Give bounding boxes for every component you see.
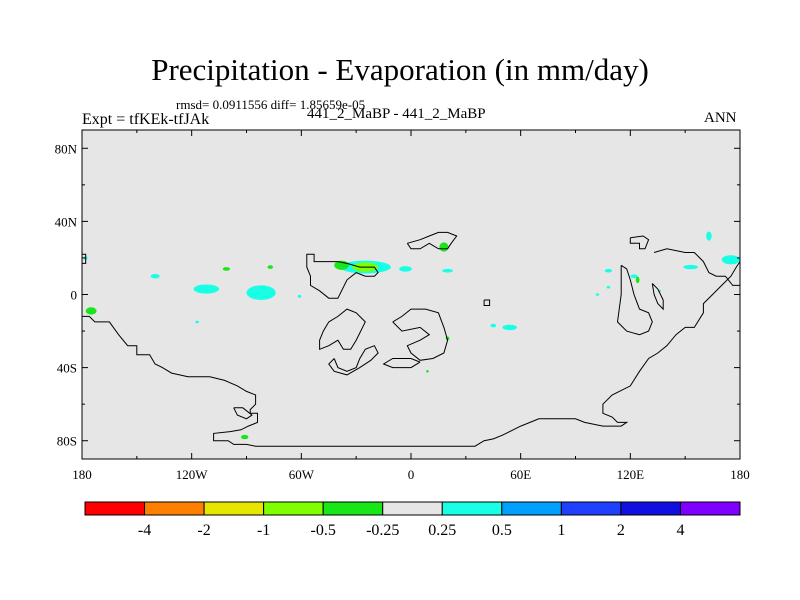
coastline [651, 283, 664, 311]
anomaly-patch [399, 266, 412, 272]
colorbar-box [620, 501, 681, 516]
coastline [629, 235, 650, 250]
colorbar-box [679, 501, 741, 516]
anomaly-patch [439, 242, 449, 252]
anomaly-patch [267, 265, 274, 269]
map-area [82, 130, 741, 459]
anomaly-patch [150, 274, 160, 279]
colorbar-box [263, 501, 324, 516]
colorbar-label: -0.25 [366, 522, 399, 539]
colorbar-label: 1 [557, 522, 565, 539]
anomaly-patch [604, 268, 613, 273]
x-tick-label: 120E [617, 467, 645, 482]
y-tick-label: 40S [57, 361, 77, 376]
anomaly-patch [246, 285, 276, 300]
y-tick-label: 0 [71, 288, 78, 303]
season-label: ANN [704, 110, 737, 126]
coastline [653, 248, 740, 286]
y-tick-label: 40N [55, 214, 78, 229]
coastline [392, 308, 449, 361]
x-tick-label: 180 [72, 467, 92, 482]
coastline [233, 407, 253, 420]
anomaly-patch [683, 264, 698, 270]
coastline [483, 299, 491, 306]
colorbar-box [560, 501, 622, 516]
colorbar-box [441, 501, 503, 516]
colorbar-box [84, 501, 146, 516]
x-tick-label: 0 [408, 467, 415, 482]
coastline [306, 253, 379, 299]
anomaly-patch [195, 320, 199, 324]
colorbar-label: -0.5 [311, 522, 336, 539]
colorbar-label: -4 [138, 522, 151, 539]
colorbar-box [144, 501, 205, 516]
colorbar-box [382, 501, 443, 516]
anomaly-patch [635, 276, 640, 284]
anomaly-patch [222, 267, 231, 271]
coastline [328, 345, 379, 376]
chart-title: Precipitation - Evaporation (in mm/day) [151, 52, 649, 87]
colorbar-label: 2 [617, 522, 625, 539]
x-tick-label: 60W [289, 467, 315, 482]
colorbar-label: 4 [676, 522, 684, 539]
y-tick-label: 80N [55, 141, 78, 156]
colorbar: -4 -2 -1 -0.5 -0.25 0.25 0.5 1 2 4 [84, 501, 741, 539]
colorbar-label: -2 [197, 522, 210, 539]
anomaly-patch [297, 294, 302, 298]
colorbar-label: -1 [257, 522, 270, 539]
anomaly-patch [193, 284, 220, 294]
anomaly-patch [630, 274, 638, 279]
coastline [382, 358, 421, 369]
colorbar-box [501, 501, 562, 516]
anomaly-patch [490, 323, 496, 328]
anomaly-patch [442, 268, 454, 273]
x-tick-label: 60E [510, 467, 531, 482]
axes: 180 120W 60W 0 60E 120E 180 80N 40N 0 40S 80S [55, 129, 750, 482]
map-background [82, 130, 740, 459]
colorbar-box [322, 501, 384, 516]
stats-label: rmsd= 0.0911556 diff= 1.85659e-05 [176, 97, 366, 112]
colorbar-label: 0.5 [492, 522, 512, 539]
coastline [82, 261, 741, 447]
experiment-label: Expt = tfKEk-tfJAk [82, 111, 210, 128]
coastline [319, 308, 366, 351]
anomaly-patch [606, 285, 611, 289]
anomaly-patch [706, 231, 712, 241]
coastline [82, 253, 87, 264]
anomaly-patch [85, 307, 97, 315]
anomaly-patch [241, 434, 249, 440]
y-tick-label: 80S [57, 434, 77, 449]
x-tick-label: 120W [176, 467, 209, 482]
x-tick-label: 180 [730, 467, 750, 482]
anomaly-patch [426, 369, 429, 373]
colorbar-label: 0.25 [428, 522, 456, 539]
colorbar-box [203, 501, 265, 516]
coastline [616, 264, 653, 336]
anomaly-patch [502, 324, 518, 331]
anomaly-patch [595, 293, 600, 296]
anomaly-patch [721, 255, 740, 265]
coastline [406, 231, 458, 250]
case-label: 441_2_MaBP - 441_2_MaBP [307, 106, 486, 122]
